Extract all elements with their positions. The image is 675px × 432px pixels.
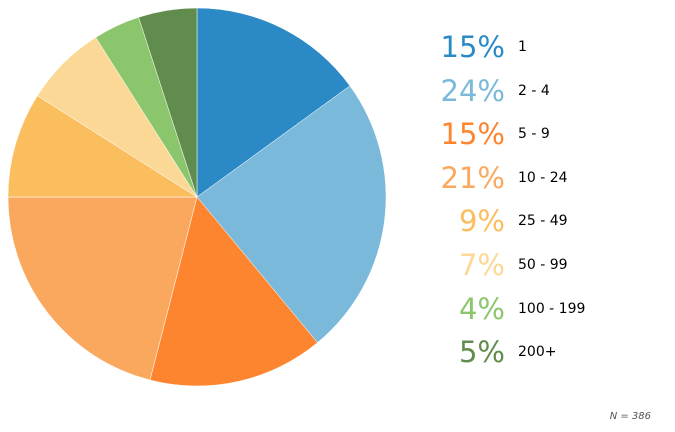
- legend-label: 25 - 49: [518, 213, 568, 230]
- legend-percent: 15%: [440, 117, 505, 152]
- legend-percent: 15%: [440, 30, 505, 64]
- pie-slice-3: [149, 196, 318, 387]
- pie-slice-5: [7, 95, 198, 198]
- legend-percent: 24%: [440, 73, 505, 108]
- legend-item: 4% 100 - 199: [420, 289, 660, 329]
- pie-chart: [7, 7, 387, 387]
- legend-item: 21% 10 - 24: [420, 158, 660, 198]
- legend-label: 2 - 4: [518, 82, 550, 99]
- pie-slice-1: [196, 7, 351, 198]
- legend-percent: 9%: [458, 204, 505, 239]
- legend-item: 7% 50 - 99: [420, 245, 660, 285]
- legend-item: 24% 2 - 4: [420, 71, 660, 111]
- legend-label: 10 - 24: [518, 169, 568, 186]
- legend-item: 5% 200+: [420, 332, 660, 372]
- legend-label: 200+: [518, 344, 557, 361]
- legend-label: 1: [518, 39, 527, 55]
- sample-size-note: N = 386: [609, 411, 651, 422]
- pie-slice-2: [196, 85, 387, 343]
- pie-slice-4: [7, 196, 198, 381]
- legend-percent: 4%: [458, 291, 505, 326]
- legend-label: 100 - 199: [518, 300, 586, 317]
- legend-percent: 21%: [440, 160, 505, 195]
- legend-item: 15% 1: [420, 27, 660, 67]
- legend-percent: 5%: [458, 335, 505, 370]
- legend-item: 15% 5 - 9: [420, 114, 660, 154]
- legend-label: 5 - 9: [518, 126, 550, 143]
- legend-percent: 7%: [458, 248, 505, 282]
- legend-item: 9% 25 - 49: [420, 201, 660, 241]
- pie-slice-8: [138, 7, 198, 198]
- legend-label: 50 - 99: [518, 257, 568, 273]
